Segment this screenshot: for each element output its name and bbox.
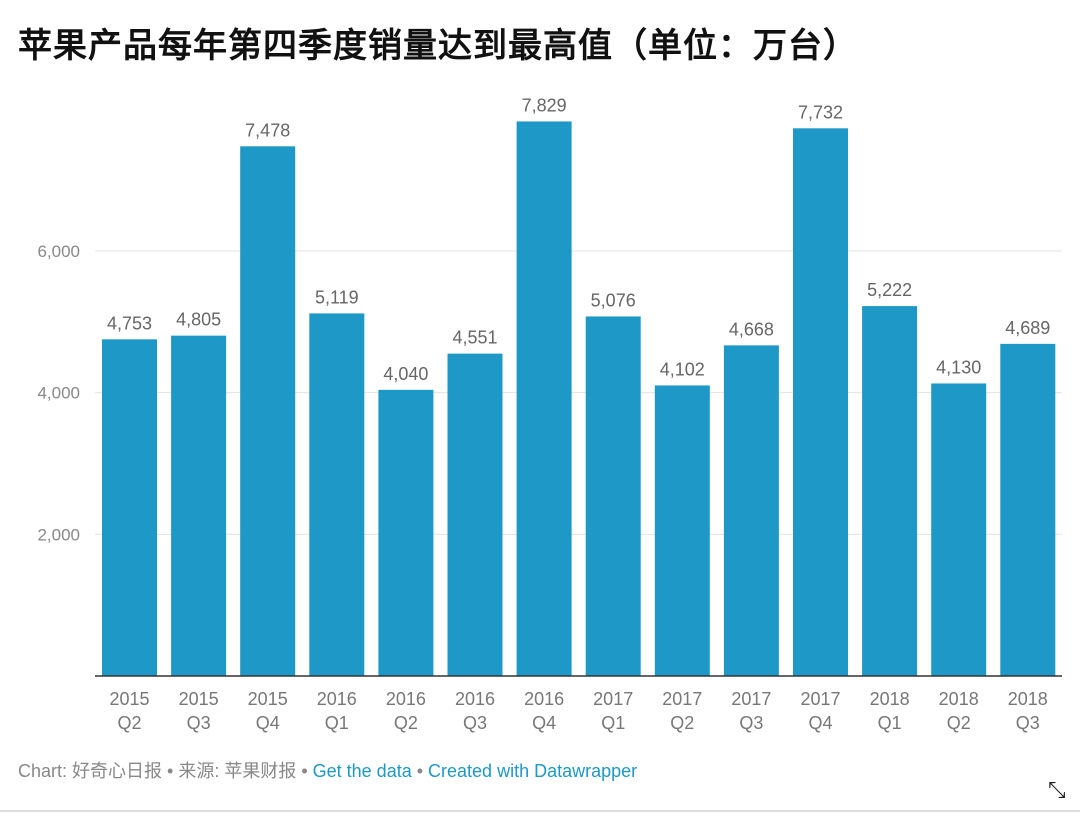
bar bbox=[171, 335, 227, 676]
x-tick-quarter: Q2 bbox=[947, 713, 971, 733]
x-tick-year: 2015 bbox=[109, 689, 149, 709]
bar bbox=[447, 353, 503, 676]
x-tick-quarter: Q3 bbox=[1016, 713, 1040, 733]
x-tick-quarter: Q2 bbox=[670, 713, 694, 733]
x-tick-quarter: Q3 bbox=[739, 713, 763, 733]
datawrapper-link[interactable]: Created with Datawrapper bbox=[428, 761, 638, 781]
bar bbox=[516, 121, 572, 677]
data-label: 5,119 bbox=[315, 287, 359, 307]
data-label: 4,040 bbox=[383, 364, 428, 384]
chart-footer: Chart: 好奇心日报 • 来源: 苹果财报 • Get the data •… bbox=[18, 757, 637, 783]
x-tick-quarter: Q2 bbox=[394, 713, 418, 733]
data-label: 4,102 bbox=[660, 359, 705, 379]
credit-text: Chart: 好奇心日报 • 来源: 苹果财报 • bbox=[18, 761, 313, 781]
x-tick-year: 2016 bbox=[386, 689, 426, 709]
data-label: 4,753 bbox=[107, 313, 152, 333]
footer-separator: • bbox=[411, 761, 429, 781]
data-label: 4,689 bbox=[1005, 318, 1050, 338]
x-tick-quarter: Q4 bbox=[256, 713, 280, 733]
bar bbox=[102, 339, 157, 676]
x-tick-year: 2016 bbox=[317, 689, 357, 709]
x-tick-quarter: Q3 bbox=[187, 713, 211, 733]
x-tick-year: 2017 bbox=[662, 689, 702, 709]
data-label: 4,130 bbox=[936, 357, 981, 377]
bar bbox=[1000, 343, 1056, 676]
data-label: 5,222 bbox=[867, 280, 912, 300]
x-tick-year: 2018 bbox=[939, 689, 979, 709]
bar bbox=[378, 389, 434, 676]
bar bbox=[585, 316, 641, 676]
x-tick-year: 2015 bbox=[179, 689, 219, 709]
data-label: 7,829 bbox=[522, 95, 567, 115]
x-tick-quarter: Q4 bbox=[532, 713, 556, 733]
x-tick-quarter: Q1 bbox=[878, 713, 902, 733]
bar bbox=[309, 313, 365, 676]
y-tick-label: 2,000 bbox=[37, 525, 80, 544]
x-tick-year: 2018 bbox=[1008, 689, 1048, 709]
bar bbox=[654, 385, 710, 676]
get-data-link[interactable]: Get the data bbox=[312, 761, 412, 781]
data-label: 7,478 bbox=[245, 120, 290, 140]
bar bbox=[723, 345, 779, 676]
bar bbox=[793, 128, 848, 677]
x-tick-quarter: Q2 bbox=[117, 713, 141, 733]
x-tick-quarter: Q4 bbox=[808, 713, 832, 733]
data-label: 4,668 bbox=[729, 319, 774, 339]
x-tick-quarter: Q3 bbox=[463, 713, 487, 733]
data-label: 5,076 bbox=[591, 290, 636, 310]
x-tick-year: 2015 bbox=[248, 689, 288, 709]
x-tick-year: 2016 bbox=[524, 689, 564, 709]
bar bbox=[240, 146, 296, 676]
x-tick-year: 2017 bbox=[593, 689, 633, 709]
divider bbox=[0, 810, 1080, 812]
x-tick-year: 2018 bbox=[870, 689, 910, 709]
bar bbox=[931, 383, 987, 676]
data-label: 4,551 bbox=[452, 328, 497, 348]
y-tick-label: 4,000 bbox=[37, 384, 80, 403]
x-tick-year: 2016 bbox=[455, 689, 495, 709]
bar bbox=[862, 306, 918, 676]
chart-title: 苹果产品每年第四季度销量达到最高值（单位：万台） bbox=[18, 26, 858, 66]
x-tick-year: 2017 bbox=[800, 689, 840, 709]
x-tick-quarter: Q1 bbox=[601, 713, 625, 733]
x-tick-quarter: Q1 bbox=[325, 713, 349, 733]
x-tick-year: 2017 bbox=[731, 689, 771, 709]
data-label: 4,805 bbox=[176, 310, 221, 330]
data-label: 7,732 bbox=[798, 102, 843, 122]
resize-arrow-icon[interactable]: ⤡ bbox=[1048, 778, 1066, 803]
y-tick-label: 6,000 bbox=[37, 242, 80, 261]
